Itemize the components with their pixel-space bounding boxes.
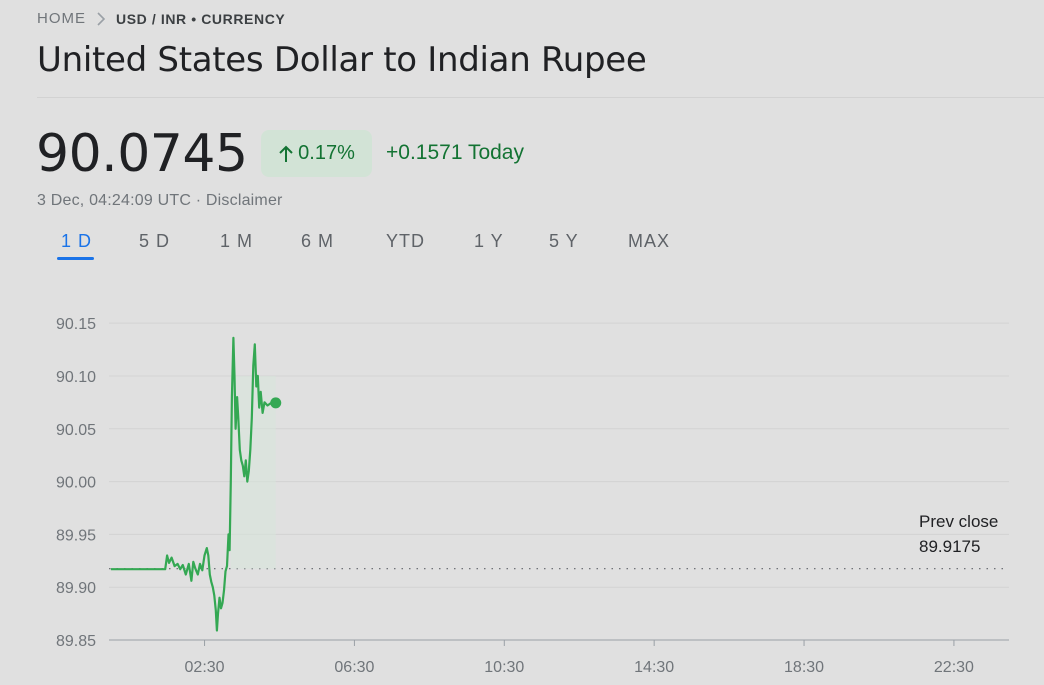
change-today: +0.1571 Today [386, 141, 524, 164]
active-tab-indicator [57, 257, 94, 260]
tab-1m[interactable]: 1 M [220, 231, 254, 251]
y-tick-label: 89.85 [56, 633, 96, 650]
chevron-right-icon [96, 11, 106, 26]
breadcrumb-current: USD / INR • CURRENCY [116, 10, 286, 27]
tab-ytd[interactable]: YTD [386, 231, 425, 251]
current-price: 90.0745 [36, 124, 248, 184]
time-range-tabs: 1 D 5 D 1 M 6 M YTD 1 Y 5 Y MAX [0, 231, 700, 265]
tab-1d[interactable]: 1 D [61, 231, 93, 251]
x-tick-label: 14:30 [634, 659, 674, 676]
x-tick-label: 22:30 [934, 659, 974, 676]
y-tick-label: 90.00 [56, 475, 96, 492]
prev-close-label: Prev close [919, 512, 998, 531]
tab-5y[interactable]: 5 Y [549, 231, 579, 251]
divider [37, 97, 1044, 98]
tab-6m[interactable]: 6 M [301, 231, 335, 251]
y-tick-label: 90.15 [56, 316, 96, 333]
tab-1y[interactable]: 1 Y [474, 231, 504, 251]
x-tick-label: 10:30 [484, 659, 524, 676]
y-tick-label: 89.90 [56, 580, 96, 597]
x-tick-label: 18:30 [784, 659, 824, 676]
x-tick-label: 02:30 [185, 659, 225, 676]
arrow-up-icon [278, 145, 294, 163]
quote-timestamp[interactable]: 3 Dec, 04:24:09 UTC · Disclaimer [37, 192, 283, 209]
breadcrumb-home[interactable]: HOME [37, 10, 86, 27]
price-line [110, 336, 276, 632]
last-price-marker [270, 397, 282, 409]
breadcrumb: HOME USD / INR • CURRENCY [37, 10, 285, 27]
tab-max[interactable]: MAX [628, 231, 671, 251]
change-percent: 0.17% [298, 142, 355, 164]
prev-close-value: 89.9175 [919, 537, 980, 556]
change-percent-badge: 0.17% [261, 130, 372, 177]
price-chart[interactable]: 90.15 90.10 90.05 90.00 89.95 89.90 89.85 02:30… [0, 280, 1044, 685]
y-tick-label: 89.95 [56, 527, 96, 544]
y-tick-label: 90.10 [56, 369, 96, 386]
x-tick-label: 06:30 [334, 659, 374, 676]
tab-5d[interactable]: 5 D [139, 231, 171, 251]
y-tick-label: 90.05 [56, 422, 96, 439]
page-title: United States Dollar to Indian Rupee [37, 40, 647, 80]
